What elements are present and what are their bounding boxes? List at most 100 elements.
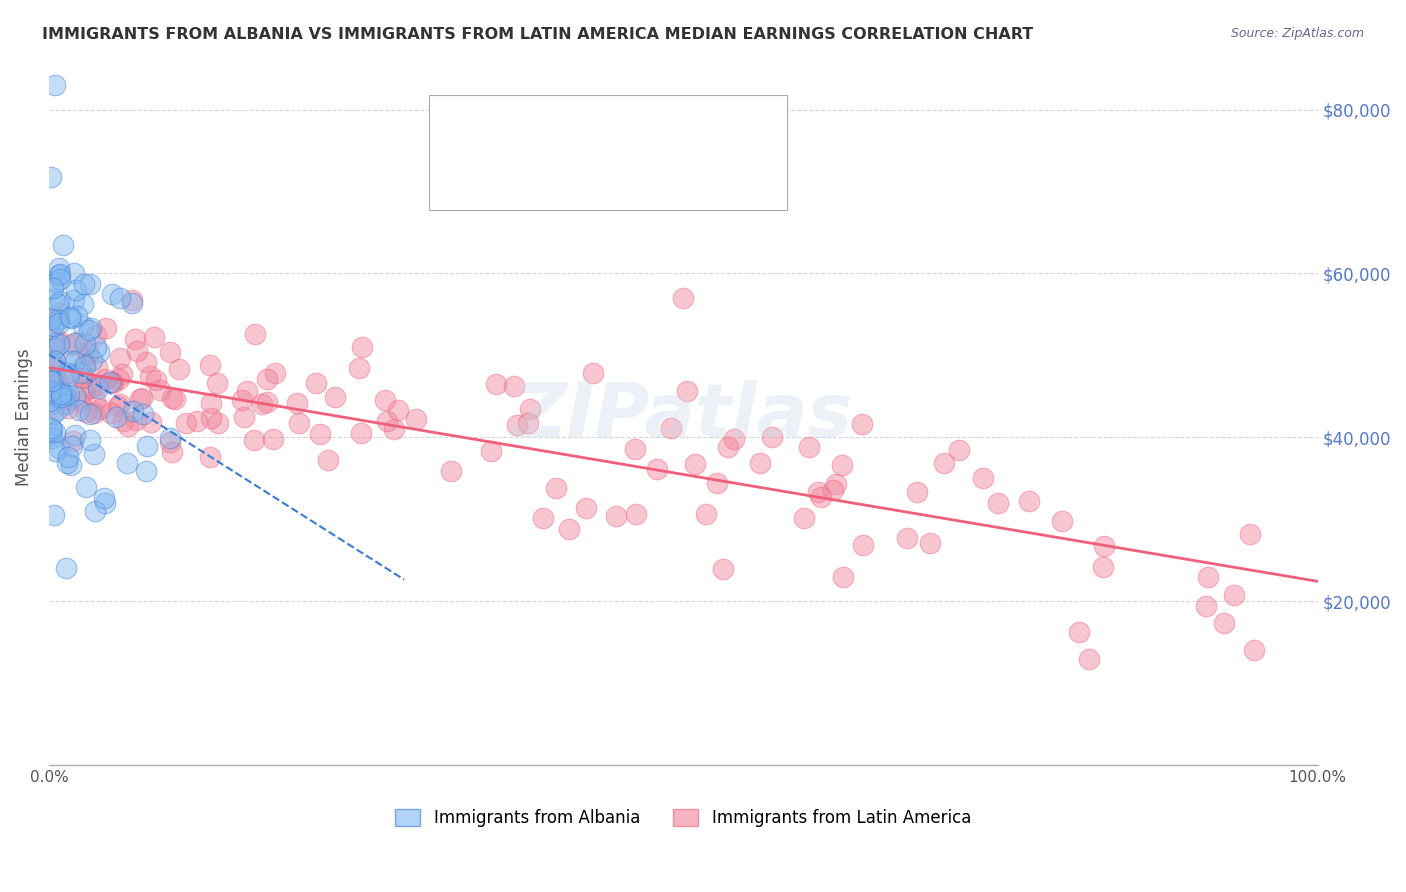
Point [49,294,72,309]
Point [52,237,75,252]
Point [159,431,181,445]
Point [44,361,66,376]
Point [62,434,84,449]
Text: ZIPatlas: ZIPatlas [513,380,853,453]
Point [84,392,107,407]
Text: R = -0.314    N =  97: R = -0.314 N = 97 [461,120,650,138]
Point [98,375,121,389]
Point [1239,527,1261,541]
Point [48,268,70,282]
Point [350,340,373,354]
Point [60,439,83,453]
Point [39,427,62,442]
Point [63,428,86,442]
Point [717,440,740,454]
Point [1052,514,1074,528]
Point [44,372,66,386]
Point [65,389,87,403]
Point [149,383,172,397]
Point [44,354,66,368]
Point [135,464,157,478]
Point [94,496,117,510]
Point [48,375,70,389]
Point [83,406,105,420]
Point [100,406,122,420]
Point [72,371,94,385]
Point [232,410,254,425]
Text: R = -0.721   N = 147: R = -0.721 N = 147 [461,163,650,181]
Point [1092,539,1115,553]
Point [55,561,77,575]
Point [824,476,846,491]
Point [75,405,97,419]
Point [44,508,66,523]
Point [79,407,101,421]
Point [39,384,62,398]
Point [89,401,111,416]
Point [41,431,63,445]
Point [305,376,328,391]
Point [83,447,105,461]
Point [93,491,115,506]
Point [69,394,91,409]
Point [79,277,101,292]
Point [256,395,278,409]
Point [39,369,62,384]
Point [58,388,80,402]
Point [75,336,97,351]
Point [59,458,82,472]
Point [948,442,970,457]
Point [66,309,89,323]
Point [76,347,98,361]
Point [42,293,65,307]
Point [723,432,745,446]
Point [479,443,502,458]
Point [198,450,221,464]
Point [56,456,79,470]
Point [531,510,554,524]
Point [44,78,66,92]
Point [905,485,928,500]
Point [56,450,79,464]
Point [659,421,682,435]
Point [1067,624,1090,639]
Point [405,411,427,425]
Point [51,390,73,404]
Point [159,345,181,359]
Point [198,359,221,373]
Point [544,481,567,495]
Point [374,393,396,408]
Point [503,379,526,393]
Point [42,358,65,372]
Point [242,433,264,447]
Point [135,439,157,453]
Point [48,260,70,275]
Point [288,416,311,430]
Point [167,361,190,376]
Point [48,441,70,455]
Point [42,319,65,334]
Point [139,369,162,384]
Point [108,397,131,411]
Point [44,341,66,355]
Point [100,375,122,389]
Point [111,367,134,381]
Point [75,359,97,373]
Point [41,423,63,437]
Point [160,444,183,458]
Point [695,507,717,521]
Point [66,334,89,349]
Point [987,496,1010,510]
Point [101,376,124,391]
Point [896,531,918,545]
Point [145,373,167,387]
Point [94,372,117,386]
Point [59,354,82,368]
Point [256,372,278,386]
Point [77,323,100,337]
Point [934,456,956,470]
Point [72,297,94,311]
Point [51,387,73,401]
Point [186,414,208,428]
Point [683,457,706,471]
